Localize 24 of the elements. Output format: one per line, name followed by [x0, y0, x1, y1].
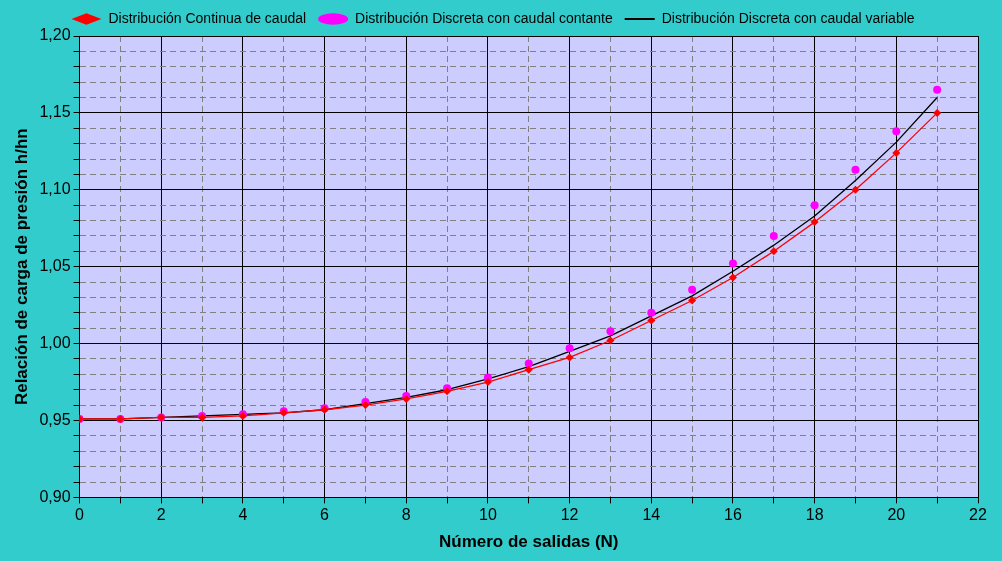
x-tick-label: 14	[642, 506, 661, 524]
y-tick-label: 1,00	[39, 334, 71, 352]
y-axis-title: Relación de carga de presión h/hn	[11, 128, 31, 406]
x-tick-label: 16	[724, 506, 742, 524]
x-tick-label: 12	[560, 506, 579, 524]
y-tick-label: 1,15	[39, 103, 71, 121]
x-tick-label: 22	[969, 506, 987, 524]
x-tick-label: 18	[805, 506, 824, 524]
x-tick-label: 10	[479, 506, 497, 524]
y-tick-label: 1,10	[39, 180, 71, 198]
x-axis-title: Número de salidas (N)	[439, 532, 619, 552]
x-tick-label: 2	[156, 506, 166, 524]
x-tick-label: 6	[320, 506, 330, 524]
legend-label: Distribución Discreta con caudal contante	[355, 9, 613, 26]
y-tick-label: 1,20	[39, 26, 71, 44]
y-tick-label: 1,05	[39, 257, 71, 275]
y-tick-label: 0,90	[39, 487, 71, 505]
legend-label: Distribución Continua de caudal	[108, 9, 307, 26]
x-tick-label: 20	[887, 506, 906, 524]
x-tick-label: 0	[75, 506, 85, 524]
x-tick-label: 8	[401, 506, 411, 524]
x-tick-label: 4	[238, 506, 248, 524]
y-tick-label: 0,95	[39, 410, 71, 428]
legend-label: Distribución Discreta con caudal variable	[661, 9, 915, 26]
